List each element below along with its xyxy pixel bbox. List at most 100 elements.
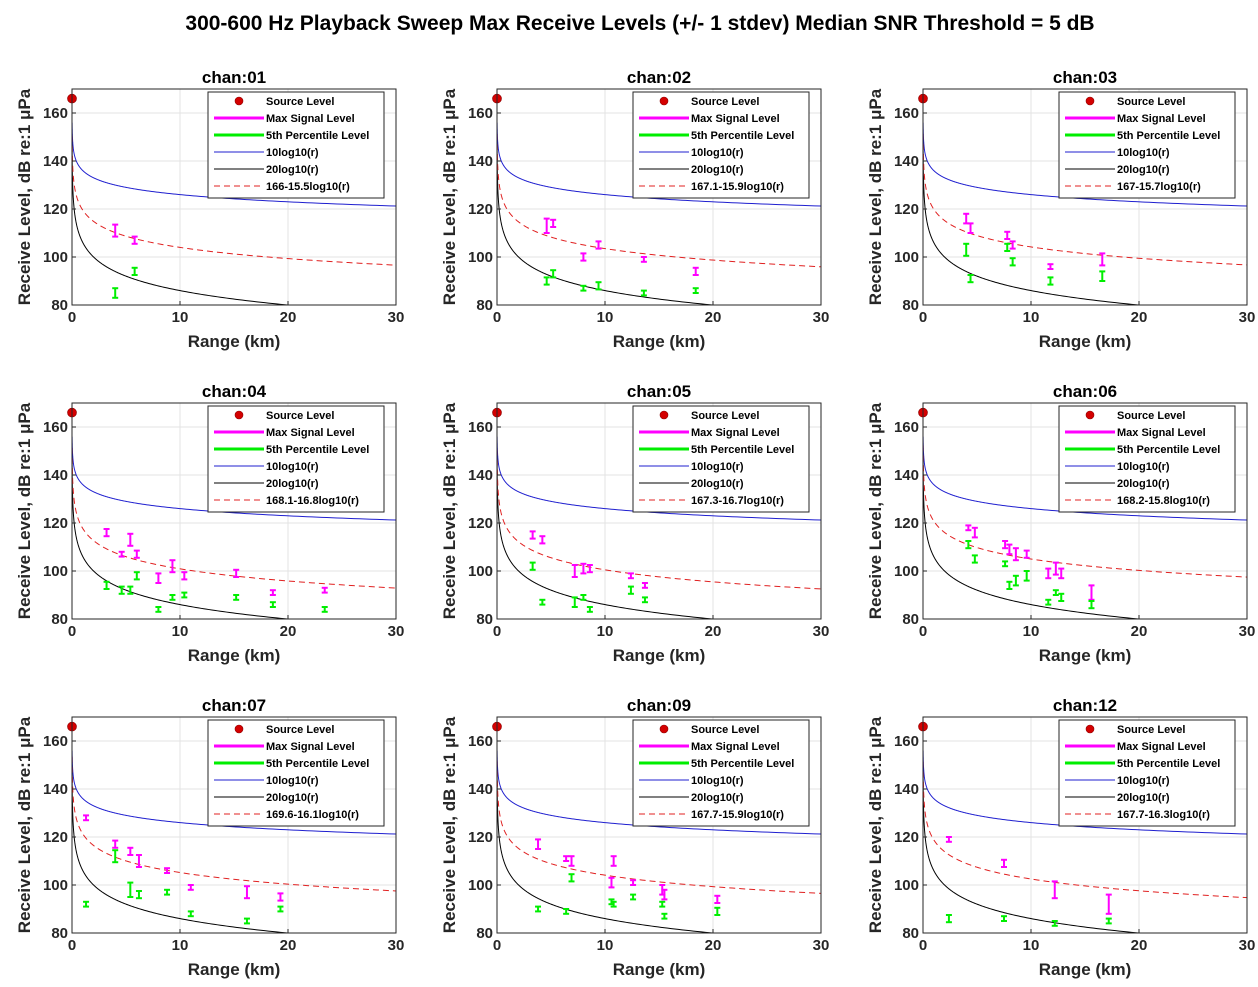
legend-label: Max Signal Level bbox=[691, 741, 780, 753]
y-tick-label: 140 bbox=[468, 781, 493, 798]
legend-label: 169.6-16.1log10(r) bbox=[266, 809, 359, 821]
legend-label: 10log10(r) bbox=[266, 461, 319, 473]
legend-label: Max Signal Level bbox=[1117, 113, 1206, 125]
max-signal-point bbox=[580, 562, 587, 575]
legend-label: Source Level bbox=[1117, 96, 1185, 108]
p5-point bbox=[963, 242, 970, 257]
legend-label: 20log10(r) bbox=[691, 164, 744, 176]
p5-point bbox=[131, 266, 138, 276]
p5-point bbox=[233, 594, 240, 601]
p5-point bbox=[321, 606, 328, 613]
x-tick-label: 30 bbox=[1239, 309, 1256, 326]
subplot-chan-03: 0 10 20 30 80 100 120 140 160 chan:03 Range (km) Re… bbox=[866, 68, 1255, 351]
legend-label: 5th Percentile Level bbox=[266, 758, 369, 770]
legend-label: 5th Percentile Level bbox=[1117, 444, 1220, 456]
y-tick-label: 80 bbox=[51, 297, 68, 314]
max-signal-point bbox=[692, 266, 699, 276]
max-signal-point bbox=[529, 530, 536, 540]
p5-point bbox=[945, 914, 952, 924]
legend-label: 5th Percentile Level bbox=[691, 444, 794, 456]
legend-label: Max Signal Level bbox=[266, 741, 355, 753]
axes-box bbox=[922, 716, 1248, 934]
x-tick-label: 0 bbox=[493, 937, 501, 954]
legend-label: 10log10(r) bbox=[266, 147, 319, 159]
legend-label: 167-15.7log10(r) bbox=[1117, 181, 1201, 193]
p5-point bbox=[1004, 242, 1011, 252]
max-signal-point bbox=[1012, 547, 1019, 562]
x-tick-label: 10 bbox=[597, 937, 614, 954]
axes-box bbox=[71, 402, 397, 620]
y-tick-label: 100 bbox=[43, 249, 68, 266]
legend-label: Source Level bbox=[1117, 724, 1185, 736]
subplot-title: chan:07 bbox=[202, 696, 266, 715]
p5-point bbox=[135, 890, 142, 900]
legend: Source Level Max Signal Level 5th Percenti… bbox=[1058, 91, 1236, 199]
y-tick-label: 80 bbox=[902, 925, 919, 942]
p5-point bbox=[610, 900, 617, 908]
y-tick-label: 80 bbox=[51, 611, 68, 628]
legend-label: 167.7-16.3log10(r) bbox=[1117, 809, 1210, 821]
max-signal-point bbox=[164, 867, 171, 874]
y-tick-label: 100 bbox=[894, 877, 919, 894]
legend-label: 167.3-16.7log10(r) bbox=[691, 495, 784, 507]
y-tick-label: 120 bbox=[894, 201, 919, 218]
y-tick-label: 100 bbox=[468, 563, 493, 580]
y-tick-label: 160 bbox=[894, 733, 919, 750]
legend: Source Level Max Signal Level 5th Percenti… bbox=[632, 405, 810, 513]
subplot-chan-06: 0 10 20 30 80 100 120 140 160 chan:06 Range (km) Re… bbox=[866, 382, 1255, 665]
legend-label: 20log10(r) bbox=[266, 792, 319, 804]
legend-box bbox=[207, 91, 385, 199]
legend-box bbox=[1058, 91, 1236, 199]
max-signal-point bbox=[543, 217, 550, 234]
axes-box bbox=[496, 88, 822, 306]
max-signal-point bbox=[586, 564, 593, 574]
p5-point bbox=[1009, 257, 1016, 267]
p5-point bbox=[1088, 600, 1095, 610]
max-signal-point bbox=[1009, 240, 1016, 250]
p5-point bbox=[580, 284, 587, 292]
max-signal-point bbox=[550, 218, 557, 228]
legend-label: 20log10(r) bbox=[1117, 164, 1170, 176]
y-tick-label: 100 bbox=[43, 877, 68, 894]
p5-point bbox=[103, 580, 110, 590]
legend-label: 5th Percentile Level bbox=[266, 130, 369, 142]
max-signal-point bbox=[83, 814, 90, 822]
p5-point bbox=[1045, 598, 1052, 606]
p5-point bbox=[535, 905, 542, 913]
max-signal-point bbox=[135, 854, 142, 868]
max-signal-point bbox=[627, 572, 634, 580]
x-tick-label: 0 bbox=[68, 309, 76, 326]
max-signal-point bbox=[1045, 567, 1052, 580]
y-tick-label: 100 bbox=[43, 563, 68, 580]
subplot-chan-02: 0 10 20 30 80 100 120 140 160 chan:02 Range (km) Re… bbox=[440, 68, 829, 351]
max-signal-point bbox=[535, 838, 542, 850]
legend-label: 10log10(r) bbox=[691, 775, 744, 787]
legend: Source Level Max Signal Level 5th Percenti… bbox=[632, 719, 810, 827]
x-tick-label: 10 bbox=[1023, 309, 1040, 326]
max-signal-point bbox=[277, 892, 284, 902]
y-tick-label: 100 bbox=[894, 563, 919, 580]
max-signal-point bbox=[945, 836, 952, 843]
x-tick-label: 10 bbox=[172, 937, 189, 954]
y-axis-label: Receive Level, dB re:1 μPa bbox=[866, 716, 885, 933]
legend-label: 5th Percentile Level bbox=[1117, 130, 1220, 142]
max-signal-point bbox=[112, 223, 119, 238]
max-signal-point bbox=[641, 582, 648, 589]
y-tick-label: 100 bbox=[468, 249, 493, 266]
y-tick-label: 120 bbox=[468, 515, 493, 532]
max-signal-point bbox=[1105, 893, 1112, 915]
y-axis-label: Receive Level, dB re:1 μPa bbox=[15, 716, 34, 933]
p5-point bbox=[595, 281, 602, 291]
y-tick-label: 100 bbox=[894, 249, 919, 266]
max-signal-point bbox=[539, 535, 546, 545]
x-tick-label: 0 bbox=[493, 309, 501, 326]
legend-label: 20log10(r) bbox=[691, 792, 744, 804]
p5-point bbox=[641, 596, 648, 604]
p5-point bbox=[543, 276, 550, 286]
legend-label: 5th Percentile Level bbox=[266, 444, 369, 456]
legend-label: 10log10(r) bbox=[691, 147, 744, 159]
p5-point bbox=[112, 849, 119, 864]
legend-label: 5th Percentile Level bbox=[691, 758, 794, 770]
max-signal-point bbox=[1099, 252, 1106, 267]
